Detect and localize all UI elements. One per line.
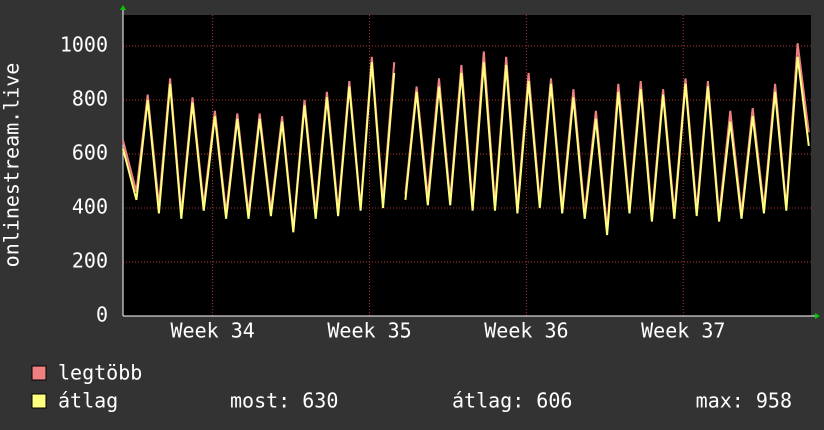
stat-label: most: 630: [230, 389, 338, 413]
y-tick-label: 1000: [60, 33, 108, 57]
y-axis-label: onlinestream.live: [0, 63, 24, 268]
plot-area: [123, 15, 811, 316]
axis-arrow: [815, 313, 820, 319]
y-tick-label: 400: [72, 195, 108, 219]
stat-label: átlag: 606: [452, 389, 572, 413]
y-tick-label: 200: [72, 249, 108, 273]
y-tick-label: 600: [72, 141, 108, 165]
x-tick-label: Week 35: [327, 319, 411, 343]
x-tick-label: Week 36: [484, 319, 568, 343]
x-tick-label: Week 37: [641, 319, 725, 343]
legend-label: legtöbb: [58, 361, 142, 385]
legend-swatch: [31, 365, 47, 381]
axis-arrow: [120, 5, 126, 10]
stat-label: max: 958: [696, 389, 792, 413]
x-tick-label: Week 34: [170, 319, 254, 343]
y-tick-label: 0: [96, 303, 108, 327]
series-line: [122, 56, 810, 236]
legend-swatch: [31, 393, 47, 409]
y-tick-label: 800: [72, 87, 108, 111]
legend-label: átlag: [58, 389, 118, 413]
